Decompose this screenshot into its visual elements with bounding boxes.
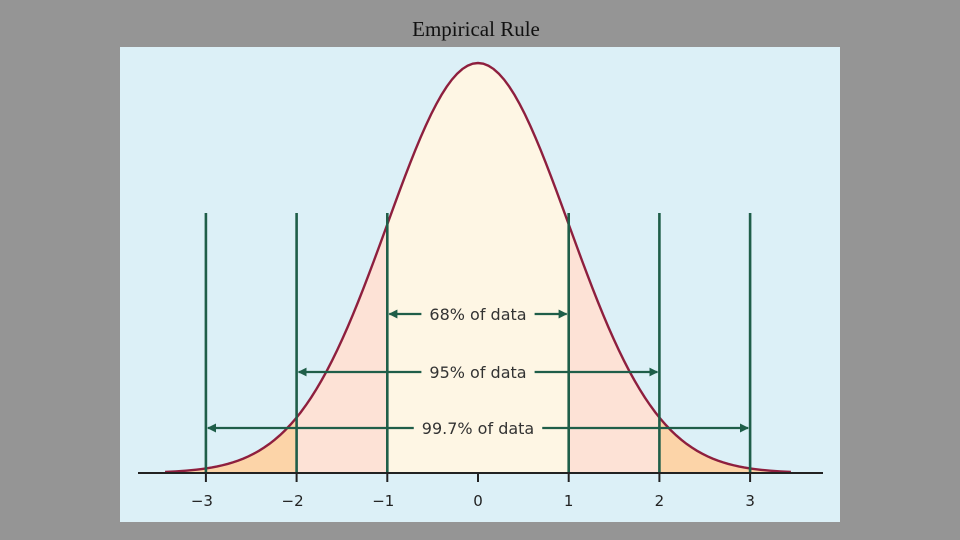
normal-curve <box>165 61 791 474</box>
band-label-68: 68% of data <box>429 305 526 324</box>
fill-center <box>387 63 569 473</box>
x-tick-label: 3 <box>745 492 755 510</box>
x-tick-label: 0 <box>473 492 483 510</box>
slide-title: Empirical Rule <box>412 17 540 41</box>
x-tick-label: 2 <box>655 492 665 510</box>
curve-group <box>165 61 791 474</box>
x-tick-label: −3 <box>191 492 213 510</box>
x-tick-label: −2 <box>282 492 304 510</box>
band-label-95: 95% of data <box>429 363 526 382</box>
fill-left-tail <box>165 417 297 473</box>
band-label-99.7: 99.7% of data <box>422 419 534 438</box>
x-tick-label: −1 <box>372 492 394 510</box>
chart-panel: 68% of data 95% of data 99.7% of data −3 −2… <box>120 47 840 522</box>
band-annotations: 68% of data 95% of data 99.7% of data <box>207 305 749 438</box>
x-axis: −3 −2 −1 0 1 2 3 <box>138 472 823 510</box>
x-tick-label: 1 <box>564 492 574 510</box>
empirical-rule-chart: 68% of data 95% of data 99.7% of data −3 −2… <box>120 47 840 522</box>
fill-right-tail <box>659 417 791 473</box>
sigma-lines <box>204 213 752 473</box>
